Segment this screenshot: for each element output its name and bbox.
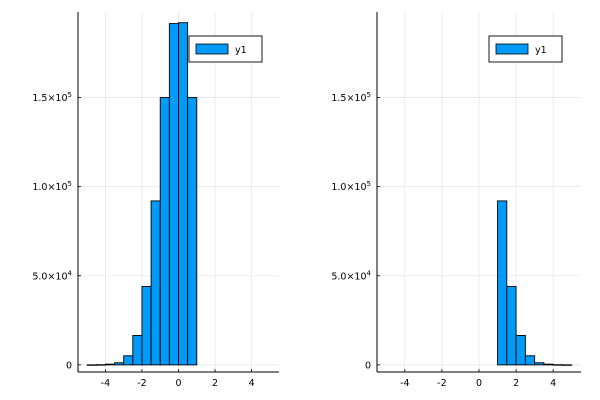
legend-swatch — [195, 43, 229, 55]
legend: y1 — [488, 35, 563, 63]
histogram-bar — [86, 364, 97, 366]
histogram-bar — [515, 335, 526, 366]
y-tick-exponent: 4 — [68, 269, 73, 277]
histogram-bar — [95, 364, 106, 366]
histogram-bar — [543, 363, 554, 366]
histogram-bar — [552, 364, 563, 366]
legend-label: y1 — [535, 45, 547, 56]
histogram-bar — [534, 362, 545, 366]
y-tick-exponent: 5 — [367, 91, 371, 99]
x-tick-label: 0 — [175, 378, 181, 389]
legend-label: y1 — [235, 45, 247, 56]
y-tick-label: 1.0×105 — [331, 180, 371, 193]
histogram-bar — [159, 97, 170, 366]
histogram-bar — [497, 200, 508, 366]
y-tick-label: 5.0×104 — [331, 269, 371, 282]
x-tick-label: -2 — [437, 378, 446, 389]
x-tick-label: 0 — [476, 378, 482, 389]
y-tick-exponent: 4 — [367, 269, 372, 277]
x-tick-label: -4 — [101, 378, 110, 389]
histogram-bar — [123, 355, 134, 366]
histogram-bar — [141, 286, 152, 366]
x-tick-label: -2 — [137, 378, 146, 389]
right-histogram-panel: -4 -2 0 2 4 0 5.0×104 1.0×105 1.5×105 y1 — [331, 12, 581, 389]
y-tick-exponent: 5 — [367, 180, 371, 188]
y-tick-label: 1.0×105 — [32, 180, 72, 193]
y-tick-label: 1.5×105 — [331, 91, 371, 104]
x-tick-label: -4 — [400, 378, 409, 389]
y-tick-exponent: 5 — [68, 91, 72, 99]
histogram-bar — [562, 364, 573, 366]
histogram-bar — [114, 362, 125, 366]
x-tick-label: 4 — [550, 378, 556, 389]
histogram-bar — [104, 363, 115, 366]
legend: y1 — [188, 35, 263, 63]
left-histogram-panel: -4 -2 0 2 4 0 5.0×104 1.0×105 1.5×105 y1 — [32, 12, 279, 389]
y-tick-label: 0 — [66, 360, 72, 371]
histogram-bar — [132, 335, 143, 366]
y-tick-label: 5.0×104 — [32, 269, 72, 282]
x-tick-label: 4 — [249, 378, 255, 389]
y-tick-exponent: 5 — [68, 180, 72, 188]
y-tick-label: 0 — [365, 360, 371, 371]
y-tick-label: 1.5×105 — [32, 91, 72, 104]
histogram-bar — [178, 22, 189, 366]
histogram-bar — [506, 286, 517, 366]
histogram-bar — [524, 355, 536, 366]
histogram-bar — [150, 200, 161, 366]
x-tick-label: 2 — [212, 378, 218, 389]
histogram-bar — [168, 23, 179, 366]
legend-swatch — [495, 43, 529, 55]
x-tick-label: 2 — [513, 378, 519, 389]
histogram-bar — [187, 97, 198, 366]
